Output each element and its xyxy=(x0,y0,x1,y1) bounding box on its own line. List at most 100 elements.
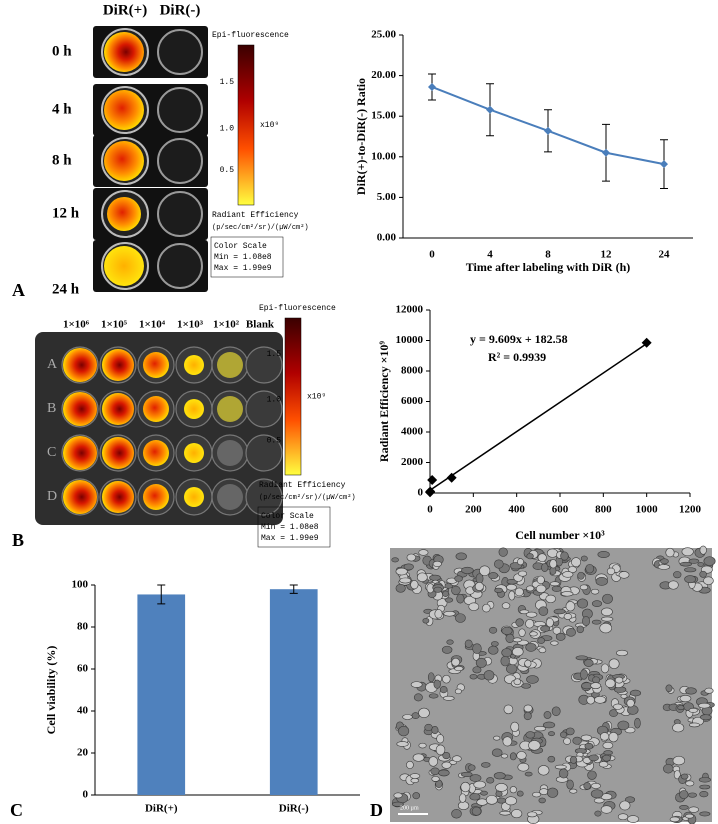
cell xyxy=(410,580,419,590)
well xyxy=(245,478,283,516)
signal xyxy=(102,481,134,513)
cell xyxy=(438,769,450,777)
cell xyxy=(469,774,482,782)
cell xyxy=(561,591,574,597)
cell xyxy=(442,590,449,597)
cell xyxy=(461,771,473,778)
row-letter: A xyxy=(47,357,58,372)
cell xyxy=(538,606,549,616)
signal xyxy=(184,355,204,375)
cell xyxy=(493,735,501,741)
signal xyxy=(63,436,97,470)
cell xyxy=(626,699,635,708)
cell xyxy=(677,705,685,711)
cell xyxy=(699,811,711,817)
cell xyxy=(428,756,438,767)
cell xyxy=(576,625,584,634)
cell xyxy=(488,645,499,655)
cell xyxy=(472,666,482,674)
signal xyxy=(143,352,169,378)
cell xyxy=(418,707,430,719)
cell xyxy=(441,645,453,654)
cell xyxy=(444,597,454,603)
cell xyxy=(461,566,474,574)
cell xyxy=(406,760,414,769)
cell xyxy=(672,755,686,766)
well xyxy=(157,191,203,237)
column-label: DiR(+) xyxy=(103,2,147,18)
x-tick-label: 800 xyxy=(595,504,612,516)
cell xyxy=(526,585,535,592)
cell xyxy=(505,633,515,643)
x-tick-label: DiR(-) xyxy=(279,803,309,815)
y-axis-label: Cell viability (%) xyxy=(44,646,58,735)
cell xyxy=(412,792,421,800)
cell xyxy=(474,582,484,591)
cell xyxy=(563,737,571,745)
cell xyxy=(615,649,629,657)
cell xyxy=(502,736,513,747)
cell xyxy=(590,789,604,799)
cell xyxy=(523,704,533,713)
cell xyxy=(546,787,559,798)
point xyxy=(486,105,494,114)
cell xyxy=(605,678,616,688)
cell xyxy=(558,768,569,779)
cell xyxy=(413,693,423,702)
cell xyxy=(471,806,482,816)
colorbar-label: Radiant Efficiency xyxy=(259,481,346,490)
signal xyxy=(217,396,243,422)
cell xyxy=(577,598,589,609)
cell xyxy=(494,559,504,569)
scale-text: Color Scale xyxy=(214,242,267,251)
cell xyxy=(562,571,574,578)
cell xyxy=(599,622,613,634)
cell xyxy=(603,750,613,756)
cell xyxy=(602,754,612,762)
cell xyxy=(687,792,698,798)
point xyxy=(446,472,457,483)
cell xyxy=(545,594,556,604)
column-label: 1×10⁵ xyxy=(101,319,128,331)
colorbar-tick: 1.0 xyxy=(267,396,282,405)
signal xyxy=(63,480,97,514)
cell xyxy=(590,782,601,789)
cell xyxy=(517,558,524,566)
well xyxy=(157,243,203,289)
x-tick-label: 600 xyxy=(552,504,569,516)
cell xyxy=(595,576,608,586)
cell xyxy=(416,572,428,583)
cell xyxy=(663,763,674,774)
y-tick-label: 0 xyxy=(418,487,424,499)
cell xyxy=(699,570,707,578)
cell xyxy=(600,663,610,674)
cell xyxy=(410,681,423,688)
cell xyxy=(684,567,697,573)
cell xyxy=(418,742,427,749)
cell xyxy=(418,549,429,556)
cell xyxy=(491,748,503,757)
cell xyxy=(551,706,561,717)
cell xyxy=(525,642,537,652)
cell xyxy=(495,790,503,797)
y-tick-label: 60 xyxy=(77,663,89,675)
cell xyxy=(509,786,517,794)
cell xyxy=(433,586,443,593)
y-tick-label: 20 xyxy=(77,747,89,759)
cell xyxy=(537,637,545,644)
cell xyxy=(618,571,630,579)
cell xyxy=(499,810,511,816)
y-tick-label: 0.00 xyxy=(377,232,397,244)
cell xyxy=(494,587,503,593)
x-tick-label: 12 xyxy=(601,249,613,261)
cell xyxy=(527,811,538,818)
cell xyxy=(538,797,546,804)
signal xyxy=(104,141,144,181)
cell xyxy=(454,575,463,582)
column-label: 1×10² xyxy=(213,319,240,331)
cell xyxy=(429,574,441,581)
cell xyxy=(698,702,711,709)
y-tick-label: 25.00 xyxy=(371,29,396,41)
cell xyxy=(602,593,613,604)
cell xyxy=(566,779,574,790)
